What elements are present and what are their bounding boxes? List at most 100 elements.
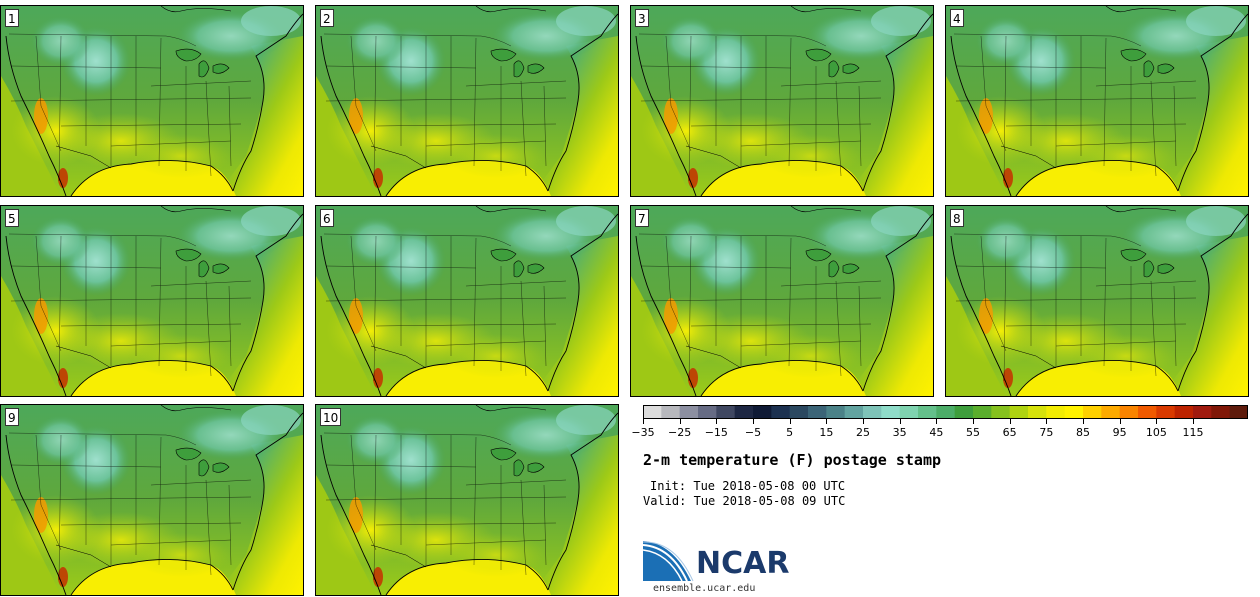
- panel-number: 9: [5, 408, 19, 426]
- colorbar-border: [643, 405, 1248, 419]
- postage-panel-4: 4: [945, 5, 1249, 197]
- colorbar-swatch: [771, 405, 791, 419]
- map-image: [631, 6, 933, 196]
- colorbar-swatch: [881, 405, 901, 419]
- valid-time: Valid: Tue 2018-05-08 09 UTC: [643, 494, 846, 508]
- colorbar-tick: [753, 419, 754, 424]
- colorbar-swatch: [789, 405, 809, 419]
- colorbar-swatch: [1028, 405, 1047, 419]
- panel-number: 2: [320, 9, 334, 27]
- colorbar-ticks: −35 −25 −15 −5 5 15 25 35 45 55 65 75 85 95 105 115: [631, 419, 1248, 441]
- colorbar-swatch: [661, 405, 681, 419]
- colorbar-swatch: [1229, 405, 1248, 419]
- map-image: [1, 6, 303, 196]
- colorbar-tick-label: −25: [668, 426, 692, 439]
- colorbar-swatch: [936, 405, 956, 419]
- colorbar-tick-label: 5: [786, 426, 794, 439]
- postage-panel-9: 9: [0, 404, 304, 596]
- colorbar-tick-label: 115: [1182, 426, 1204, 439]
- colorbar-swatch: [844, 405, 864, 419]
- logo-text: NCAR: [696, 546, 790, 581]
- map-image: [316, 6, 618, 196]
- colorbar-tick: [1046, 419, 1048, 424]
- colorbar-tick-label: 35: [892, 426, 907, 439]
- colorbar-tick: [973, 419, 974, 424]
- panel-number: 3: [635, 9, 649, 27]
- colorbar-swatch: [698, 405, 717, 419]
- colorbar-swatch: [1046, 405, 1066, 419]
- init-time: Init: Tue 2018-05-08 00 UTC: [650, 479, 846, 493]
- colorbar-tick: [1119, 419, 1121, 424]
- colorbar-tick: [1156, 419, 1158, 424]
- postage-panel-1: 1: [0, 5, 304, 197]
- colorbar-tick: [643, 419, 644, 424]
- colorbar-tick: [679, 419, 681, 424]
- map-image: [946, 6, 1248, 196]
- colorbar-swatch: [808, 405, 827, 419]
- panel-number: 5: [5, 209, 19, 227]
- colorbar-tick: [716, 419, 718, 424]
- map-image: [631, 206, 933, 396]
- colorbar-tick: [1009, 419, 1011, 424]
- colorbar-swatch: [826, 405, 846, 419]
- colorbar-swatch: [1119, 405, 1139, 419]
- colorbar-swatch: [716, 405, 736, 419]
- panel-number: 7: [635, 209, 649, 227]
- postage-panel-8: 8: [945, 205, 1249, 397]
- colorbar-swatch: [1101, 405, 1121, 419]
- map-image: [316, 405, 618, 595]
- colorbar-tick-label: −5: [744, 426, 762, 439]
- postage-panel-10: 10: [315, 404, 619, 596]
- colorbar-tick-label: 85: [1076, 426, 1090, 439]
- panel-number: 10: [320, 408, 342, 426]
- map-image: [1, 206, 303, 396]
- panel-number: 1: [5, 9, 19, 27]
- colorbar-tick: [1083, 419, 1084, 424]
- colorbar-tick-label: 25: [856, 426, 870, 439]
- colorbar-tick-label: 55: [966, 426, 980, 439]
- postage-panel-6: 6: [315, 205, 619, 397]
- colorbar-swatch: [1083, 405, 1102, 419]
- colorbar-swatch: [973, 405, 992, 419]
- postage-panel-7: 7: [630, 205, 934, 397]
- colorbar-tick-label: 75: [1039, 426, 1054, 439]
- colorbar-tick: [826, 419, 828, 424]
- postage-panel-3: 3: [630, 5, 934, 197]
- colorbar-swatch: [954, 405, 974, 419]
- colorbar-swatch: [1156, 405, 1176, 419]
- colorbar-swatch: [1009, 405, 1029, 419]
- colorbar-tick-label: 105: [1145, 426, 1167, 439]
- colorbar-swatch: [753, 405, 772, 419]
- colorbar-tick-label: −15: [704, 426, 728, 439]
- colorbar-tick-label: 45: [929, 426, 944, 439]
- colorbar-tick-label: −35: [631, 426, 655, 439]
- ncar-logo-icon: [643, 541, 694, 582]
- colorbar-swatch: [1064, 405, 1084, 419]
- colorbar-swatch: [1211, 405, 1231, 419]
- panel-number: 8: [950, 209, 964, 227]
- colorbar-swatch: [899, 405, 919, 419]
- colorbar-tick-label: 65: [1002, 426, 1017, 439]
- colorbar-tick-label: 15: [819, 426, 834, 439]
- colorbar-swatch: [1174, 405, 1194, 419]
- colorbar-tick: [789, 419, 791, 424]
- colorbar-tick: [899, 419, 901, 424]
- chart-title: 2-m temperature (F) postage stamp: [643, 451, 942, 469]
- map-image: [946, 206, 1248, 396]
- colorbar-swatch: [991, 405, 1011, 419]
- colorbar-swatch: [1193, 405, 1212, 419]
- panel-number: 6: [320, 209, 334, 227]
- colorbar-swatch: [1138, 405, 1157, 419]
- map-image: [316, 206, 618, 396]
- colorbar-tick: [863, 419, 864, 424]
- colorbar-tick-label: 95: [1112, 426, 1127, 439]
- colorbar-tick: [936, 419, 938, 424]
- colorbar-swatch: [643, 405, 662, 419]
- map-image: [1, 405, 303, 595]
- panel-number: 4: [950, 9, 964, 27]
- colorbar-swatch: [679, 405, 699, 419]
- colorbar-swatch: [918, 405, 937, 419]
- colorbar: [643, 405, 1248, 419]
- postage-panel-5: 5: [0, 205, 304, 397]
- colorbar-tick: [1193, 419, 1194, 424]
